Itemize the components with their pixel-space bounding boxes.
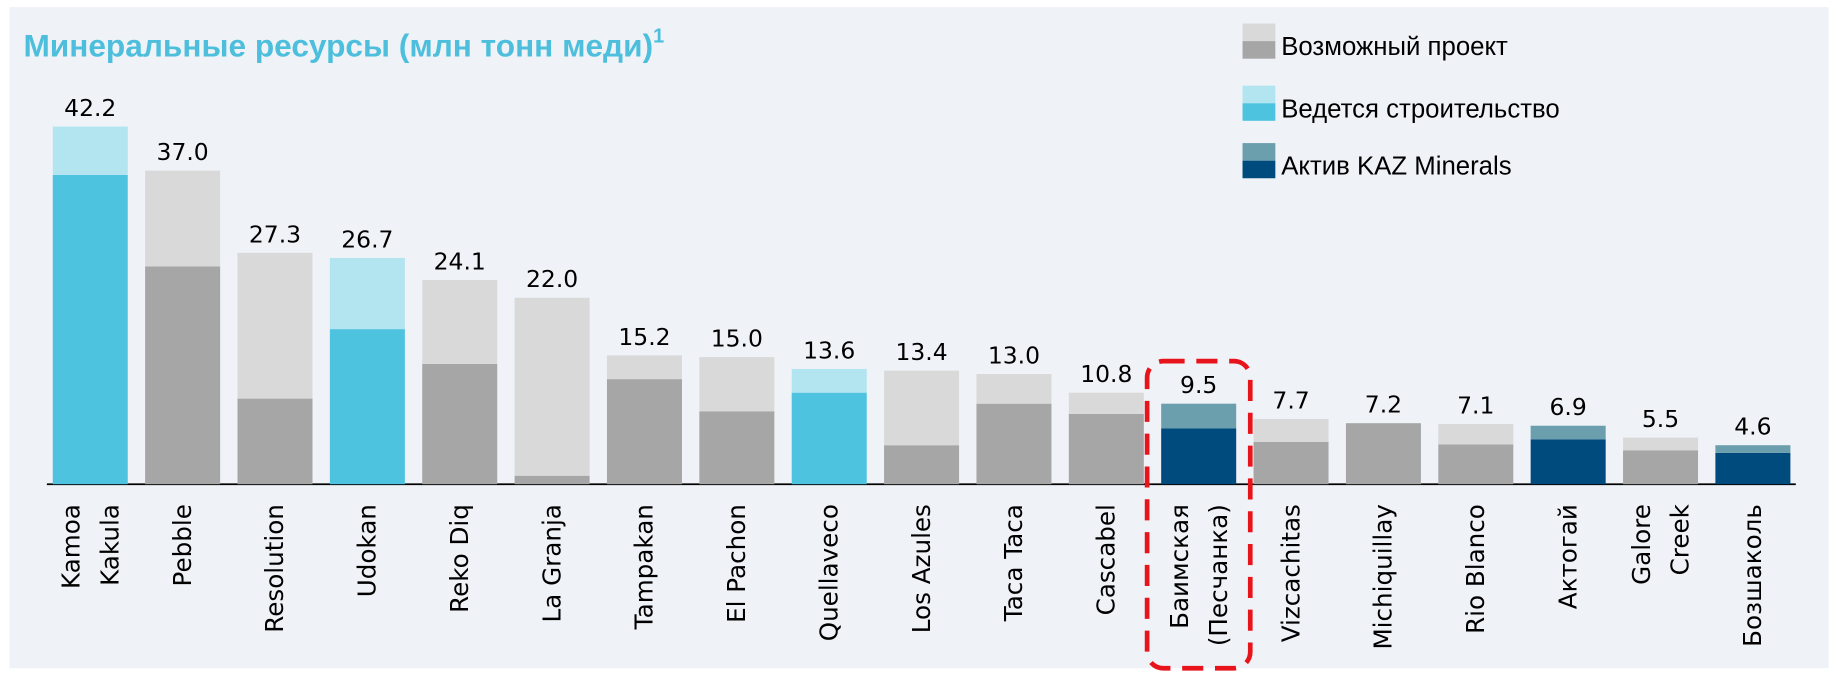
bar-segment	[52, 126, 128, 175]
bar-segment	[329, 257, 405, 330]
x-tick-label: Creek	[1666, 503, 1695, 575]
x-tick-label: Taca Taca	[999, 504, 1028, 622]
x-tick-label: (Песчанка)	[1204, 504, 1233, 646]
bar-segment	[1715, 445, 1791, 453]
bar-segment	[145, 266, 221, 485]
value-label: 4.6	[1734, 413, 1771, 441]
x-tick-label: Galore	[1627, 504, 1656, 585]
bar-segment	[514, 475, 590, 485]
bar-segment	[1530, 425, 1606, 440]
bar-segment	[237, 398, 313, 485]
bar-segment	[422, 363, 498, 485]
value-label: 13.6	[803, 336, 855, 364]
value-label: 7.7	[1272, 386, 1309, 414]
bar-segment	[422, 279, 498, 364]
bar-segment	[791, 368, 867, 393]
value-label: 7.1	[1457, 391, 1494, 419]
bar-segment	[1715, 452, 1791, 485]
x-tick-label: Tampakan	[630, 504, 659, 630]
legend-swatch	[1242, 85, 1276, 104]
value-label: 15.2	[618, 323, 670, 351]
x-tick-label: El Pachon	[722, 504, 751, 623]
value-label: 22.0	[526, 265, 578, 293]
x-tick-label: Los Azules	[907, 504, 936, 633]
bar-segment	[1623, 437, 1699, 451]
bar-segment	[1345, 423, 1421, 485]
x-tick-label: Quellaveco	[814, 504, 843, 641]
value-label: 6.9	[1550, 393, 1587, 421]
bar-segment	[606, 355, 682, 380]
title-text: Минеральные ресурсы (млн тонн меди)	[23, 27, 653, 63]
legend-label: Актив KAZ Minerals	[1281, 153, 1511, 181]
bar-segment	[791, 392, 867, 485]
x-tick-label: Vizcachitas	[1276, 504, 1305, 642]
value-label: 9.5	[1180, 371, 1217, 399]
bar-segment	[884, 370, 960, 446]
value-label: 5.5	[1642, 405, 1679, 433]
legend-swatch	[1242, 41, 1276, 59]
bar-segment	[1438, 424, 1514, 445]
x-tick-label: Kakula	[95, 504, 124, 586]
value-label: 37.0	[157, 138, 209, 166]
x-tick-label: Актогай	[1553, 504, 1582, 609]
value-label: 26.7	[341, 225, 393, 253]
bar-segment	[1161, 428, 1237, 485]
x-tick-label: Kamoa	[57, 504, 86, 589]
bar-segment	[1438, 444, 1514, 485]
bar-segment	[1068, 413, 1144, 485]
bar-segment	[976, 403, 1052, 485]
bar-segment	[1623, 450, 1699, 485]
x-tick-label: Resolution	[260, 504, 289, 633]
x-tick-label: Reko Diq	[445, 504, 474, 613]
bar-segment	[1530, 439, 1606, 485]
bar-segment	[514, 297, 590, 476]
bar-segment	[976, 374, 1052, 404]
bar-segment	[329, 329, 405, 485]
x-tick-label: Udokan	[353, 504, 382, 597]
bar-segment	[1161, 403, 1237, 429]
value-label: 15.0	[711, 325, 763, 353]
legend-label: Ведется строительство	[1281, 95, 1560, 123]
value-label: 42.2	[64, 94, 116, 122]
legend-swatch	[1242, 143, 1276, 161]
legend-swatch	[1242, 103, 1276, 121]
legend-swatch	[1242, 23, 1276, 42]
bar-segment	[884, 445, 960, 485]
value-label: 24.1	[434, 247, 486, 275]
bar-segment	[145, 170, 221, 267]
value-label: 27.3	[249, 220, 301, 248]
bar-segment	[606, 379, 682, 485]
x-tick-label: Rio Blanco	[1461, 504, 1490, 634]
bar-segment	[699, 357, 775, 412]
x-tick-label: La Granja	[537, 504, 566, 622]
x-tick-label: Michiquillay	[1369, 504, 1398, 649]
legend-label: Возможный проект	[1281, 33, 1508, 61]
bar-segment	[1068, 392, 1144, 414]
value-label: 13.4	[895, 338, 947, 366]
bar-segment	[1253, 418, 1329, 442]
value-label: 7.2	[1365, 391, 1402, 419]
legend-swatch	[1242, 160, 1276, 179]
value-label: 13.0	[988, 341, 1040, 369]
bar-segment	[1253, 441, 1329, 485]
x-tick-label: Бозшаколь	[1738, 504, 1767, 647]
x-tick-label: Cascabel	[1092, 504, 1121, 615]
title-note: 1	[653, 25, 664, 47]
bar-segment	[237, 252, 313, 399]
bar-segment	[52, 174, 128, 485]
x-tick-label: Баимская	[1165, 504, 1194, 629]
chart-title: Минеральные ресурсы (млн тонн меди)1	[23, 25, 664, 63]
value-label: 10.8	[1080, 360, 1132, 388]
background	[9, 7, 1829, 669]
x-tick-label: Pebble	[168, 504, 197, 586]
bar-segment	[699, 411, 775, 485]
highlight-box	[1144, 358, 1253, 671]
